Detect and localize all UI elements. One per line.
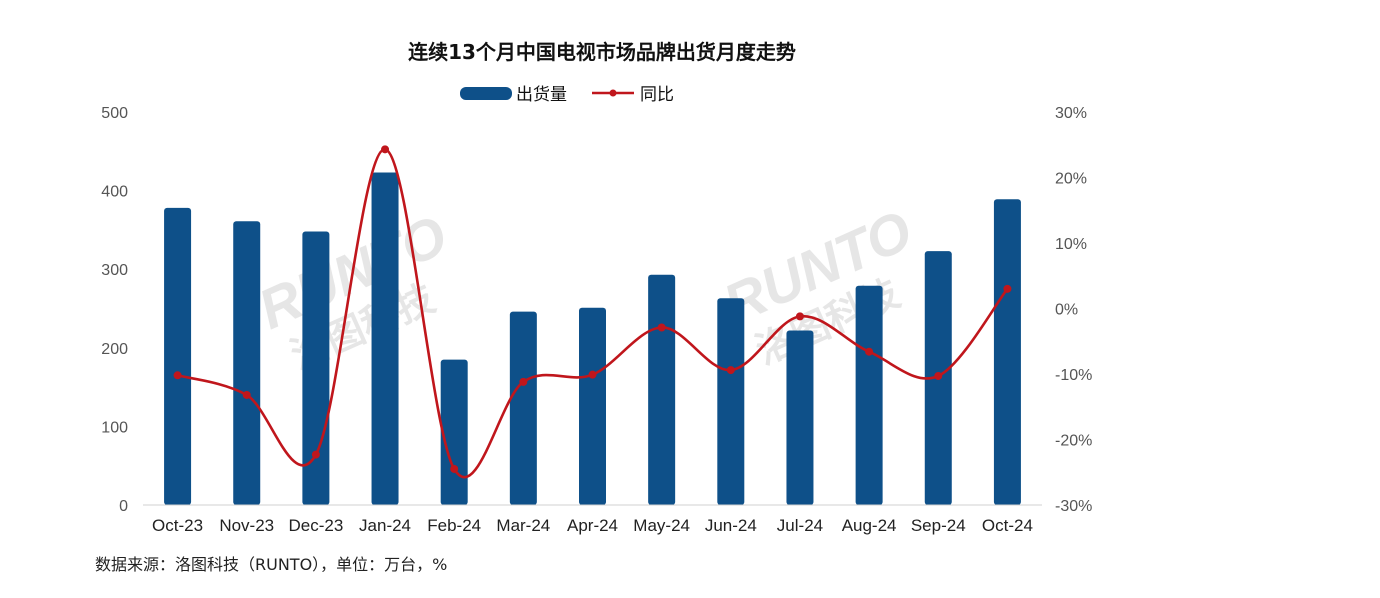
x-axis: Oct-23 Nov-23 Dec-23 Jan-24 Feb-24 Mar-24 Apr-… — [152, 516, 1033, 535]
x-tick-label: Nov-23 — [219, 516, 274, 535]
chart-title: 连续13个月中国电视市场品牌出货月度走势 — [408, 40, 796, 64]
right-tick-label: -10% — [1055, 367, 1092, 384]
legend-bar-label: 出货量 — [516, 85, 567, 105]
bar — [509, 311, 537, 505]
x-tick-label: Oct-23 — [152, 516, 203, 535]
right-tick-label: -30% — [1055, 498, 1092, 515]
x-tick-label: Jun-24 — [705, 516, 757, 535]
yoy-point — [519, 377, 528, 386]
right-axis: -30% -20% -10% 0% 10% 20% 30% — [1055, 105, 1092, 515]
legend-line-marker — [609, 89, 617, 97]
line-series — [173, 145, 1012, 479]
x-tick-label: Jul-24 — [777, 516, 823, 535]
yoy-point — [173, 371, 182, 380]
yoy-point — [795, 312, 804, 321]
bar — [786, 330, 814, 505]
x-tick-label: Feb-24 — [427, 516, 481, 535]
bar — [579, 307, 606, 505]
x-tick-label: Oct-24 — [982, 516, 1033, 535]
legend: 出货量 同比 — [460, 85, 674, 105]
x-tick-label: Dec-23 — [288, 516, 343, 535]
legend-bar-swatch — [460, 87, 512, 100]
right-tick-label: 0% — [1055, 302, 1078, 319]
left-tick-label: 0 — [119, 498, 128, 515]
right-tick-label: -20% — [1055, 433, 1092, 450]
yoy-point — [726, 366, 735, 375]
bar-series — [164, 172, 1021, 506]
legend-line-label: 同比 — [640, 85, 674, 105]
watermark-right: RUNTO 洛图科技 — [714, 198, 921, 373]
yoy-point — [934, 371, 943, 380]
yoy-point — [311, 450, 320, 459]
yoy-point — [865, 347, 874, 356]
left-tick-label: 500 — [101, 105, 128, 122]
bar — [855, 285, 883, 505]
bar — [371, 172, 399, 505]
bar — [717, 298, 745, 505]
yoy-point — [1003, 284, 1012, 293]
right-tick-label: 10% — [1055, 236, 1087, 253]
bar — [164, 207, 192, 505]
x-tick-label: Apr-24 — [567, 516, 618, 535]
left-tick-label: 100 — [101, 419, 128, 436]
yoy-point — [657, 323, 666, 332]
bar — [233, 221, 261, 505]
right-tick-label: 20% — [1055, 171, 1087, 188]
watermark-left: RUNTO 洛图科技 — [249, 203, 456, 378]
yoy-point — [242, 390, 251, 399]
left-axis: 0 100 200 300 400 500 — [101, 105, 128, 515]
x-tick-label: Mar-24 — [496, 516, 550, 535]
x-tick-label: May-24 — [633, 516, 690, 535]
right-tick-label: 30% — [1055, 105, 1087, 122]
x-tick-label: Sep-24 — [911, 516, 966, 535]
x-tick-label: Jan-24 — [359, 516, 411, 535]
source-note: 数据来源：洛图科技（RUNTO），单位：万台，% — [95, 555, 447, 574]
left-tick-label: 200 — [101, 341, 128, 358]
bar — [648, 274, 676, 505]
bar — [993, 199, 1021, 505]
bar — [440, 359, 468, 505]
left-tick-label: 400 — [101, 184, 128, 201]
left-tick-label: 300 — [101, 262, 128, 279]
yoy-point — [588, 370, 597, 379]
x-tick-label: Aug-24 — [842, 516, 897, 535]
yoy-point — [381, 145, 390, 154]
yoy-point — [450, 464, 459, 473]
